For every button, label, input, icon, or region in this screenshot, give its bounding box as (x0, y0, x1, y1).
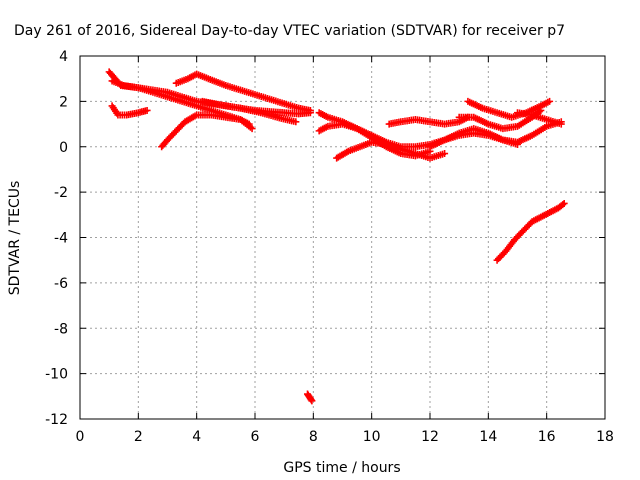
y-tick-label: 2 (59, 94, 68, 110)
data-point (557, 120, 565, 128)
series-track-2 (108, 77, 256, 133)
data-point (308, 397, 316, 405)
series-track-5 (172, 70, 314, 114)
series-track-6 (199, 97, 300, 126)
series-track-4 (158, 111, 253, 151)
y-tick-label: -12 (45, 412, 68, 428)
series-track-3 (108, 102, 151, 119)
x-tick-label: 8 (309, 429, 318, 445)
data-point (143, 106, 151, 114)
series-track-16 (304, 390, 316, 405)
data-point (559, 201, 567, 209)
data-point (441, 150, 449, 158)
series-track-15 (493, 199, 568, 264)
y-tick-label: -8 (54, 321, 68, 337)
x-tick-label: 2 (134, 429, 143, 445)
y-tick-label: -6 (54, 276, 68, 292)
y-tick-label: -4 (54, 231, 68, 247)
data-point (248, 125, 256, 133)
y-tick-label: -2 (54, 185, 68, 201)
series-track-7 (315, 109, 521, 151)
x-tick-label: 14 (479, 429, 497, 445)
x-tick-label: 10 (363, 429, 381, 445)
x-tick-label: 18 (596, 429, 614, 445)
y-tick-label: -10 (45, 367, 68, 383)
x-tick-label: 6 (251, 429, 260, 445)
data-point (306, 106, 314, 114)
x-tick-label: 0 (76, 429, 85, 445)
chart-title: Day 261 of 2016, Sidereal Day-to-day VTE… (14, 23, 565, 39)
y-tick-label: 4 (59, 49, 68, 65)
series-track-9 (333, 138, 449, 162)
x-axis-label: GPS time / hours (283, 460, 400, 476)
axis-ticks: 0 2 4 6 8 10 12 14 16 18 4 2 0 -2 -4 -6 -8 -10 -12 (45, 49, 614, 445)
data-point (292, 118, 300, 126)
data-point (560, 199, 568, 207)
data-point (245, 120, 253, 128)
series-track-14 (514, 109, 565, 128)
data-points (105, 68, 568, 405)
y-axis-label: SDTVAR / TECUs (7, 181, 23, 296)
data-point (546, 97, 554, 105)
x-tick-label: 4 (192, 429, 201, 445)
x-tick-label: 16 (538, 429, 556, 445)
x-tick-label: 12 (421, 429, 439, 445)
y-tick-label: 0 (59, 140, 68, 156)
series-track-10 (385, 113, 472, 128)
